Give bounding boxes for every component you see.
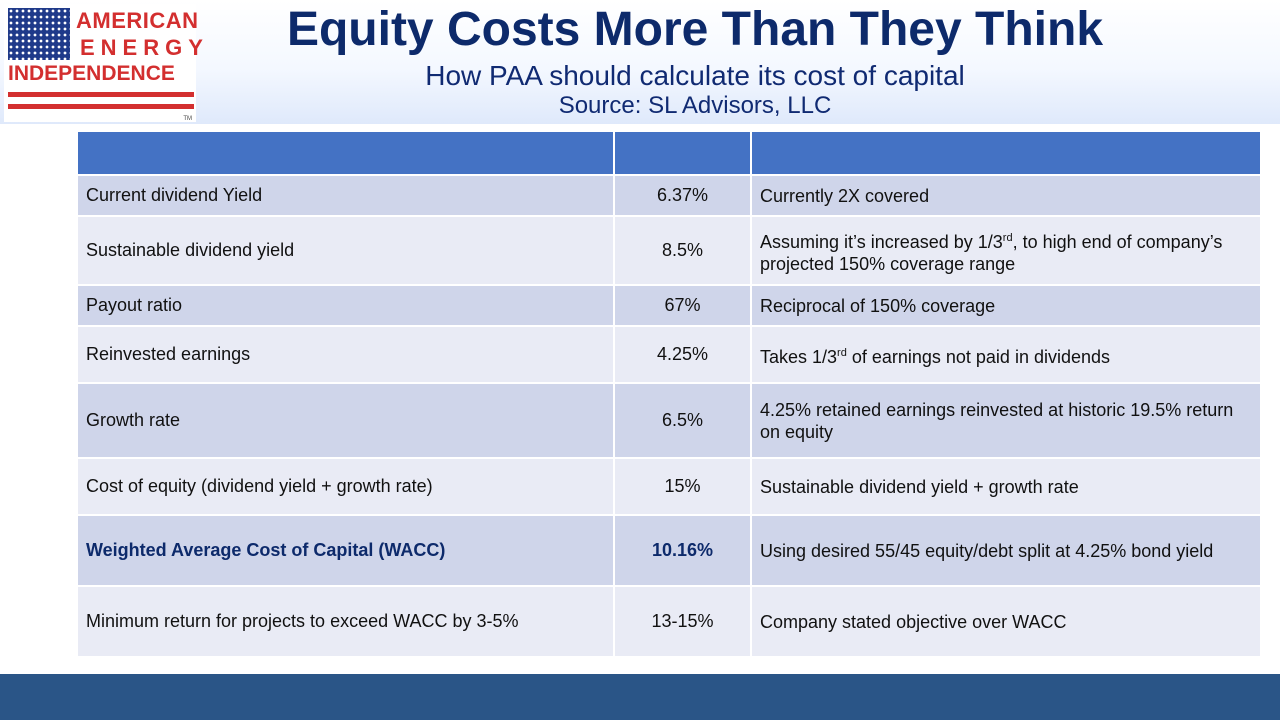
note-text: , to high end of company’s projected 150… bbox=[760, 231, 1223, 274]
row-value: 67% bbox=[613, 284, 752, 327]
header-cell-metric bbox=[76, 130, 615, 176]
logo-text-energy: ENERGY bbox=[80, 35, 209, 60]
logo-trademark: TM bbox=[183, 116, 192, 122]
table-row: Sustainable dividend yield 8.5% Assuming… bbox=[76, 215, 1262, 286]
footer-bar bbox=[0, 674, 1280, 720]
note-text: Takes 1/3 bbox=[760, 346, 838, 367]
note-superscript: rd bbox=[837, 346, 847, 359]
american-energy-independence-logo: AMERICAN ENERGY INDEPENDENCE TM bbox=[4, 4, 203, 122]
logo-text-independence: INDEPENDENCE bbox=[8, 62, 175, 85]
row-value: 6.37% bbox=[613, 174, 752, 217]
row-value: 15% bbox=[613, 457, 752, 516]
row-value: 6.5% bbox=[613, 382, 752, 459]
header-cell-note bbox=[750, 130, 1262, 176]
logo-stripe bbox=[8, 104, 194, 109]
row-value: 13-15% bbox=[613, 585, 752, 658]
row-note: Sustainable dividend yield + growth rate bbox=[750, 457, 1262, 516]
row-note: Reciprocal of 150% coverage bbox=[750, 284, 1262, 327]
slide-title: Equity Costs More Than They Think bbox=[286, 3, 1104, 56]
header-band bbox=[0, 0, 1280, 124]
row-metric: Sustainable dividend yield bbox=[76, 215, 615, 286]
table-row: Current dividend Yield 6.37% Currently 2… bbox=[76, 174, 1262, 217]
table-header-row bbox=[76, 130, 1262, 176]
row-note: 4.25% retained earnings reinvested at hi… bbox=[750, 382, 1262, 459]
logo-text-american: AMERICAN bbox=[76, 8, 199, 33]
slide-source: Source: SL Advisors, LLC bbox=[558, 92, 832, 119]
row-metric: Current dividend Yield bbox=[76, 174, 615, 217]
row-metric: Cost of equity (dividend yield + growth … bbox=[76, 457, 615, 516]
row-value: 8.5% bbox=[613, 215, 752, 286]
row-note: Using desired 55/45 equity/debt split at… bbox=[750, 514, 1262, 587]
note-text: Assuming it’s increased by 1/3 bbox=[760, 231, 1003, 252]
table-row: Payout ratio 67% Reciprocal of 150% cove… bbox=[76, 284, 1262, 327]
note-text: of earnings not paid in dividends bbox=[846, 346, 1111, 367]
flag-icon bbox=[8, 8, 70, 60]
row-metric: Minimum return for projects to exceed WA… bbox=[76, 585, 615, 658]
table-row: Minimum return for projects to exceed WA… bbox=[76, 585, 1262, 658]
table-row-wacc: Weighted Average Cost of Capital (WACC) … bbox=[76, 514, 1262, 587]
row-metric: Payout ratio bbox=[76, 284, 615, 327]
row-note: Assuming it’s increased by 1/3rd, to hig… bbox=[750, 215, 1262, 286]
row-value: 4.25% bbox=[613, 325, 752, 384]
row-metric: Weighted Average Cost of Capital (WACC) bbox=[76, 514, 615, 587]
note-superscript: rd bbox=[1002, 231, 1013, 244]
table-row: Reinvested earnings 4.25% Takes 1/3rd of… bbox=[76, 325, 1262, 384]
row-note: Currently 2X covered bbox=[750, 174, 1262, 217]
slide-subtitle: How PAA should calculate its cost of cap… bbox=[425, 60, 965, 91]
row-value: 10.16% bbox=[613, 514, 752, 587]
logo-stripe bbox=[8, 92, 194, 97]
table-row: Growth rate 6.5% 4.25% retained earnings… bbox=[76, 382, 1262, 459]
cost-of-capital-table: Current dividend Yield 6.37% Currently 2… bbox=[76, 130, 1262, 658]
header-cell-value bbox=[613, 130, 752, 176]
row-metric: Reinvested earnings bbox=[76, 325, 615, 384]
row-note: Company stated objective over WACC bbox=[750, 585, 1262, 658]
row-metric: Growth rate bbox=[76, 382, 615, 459]
row-note: Takes 1/3rd of earnings not paid in divi… bbox=[750, 325, 1262, 384]
table-row: Cost of equity (dividend yield + growth … bbox=[76, 457, 1262, 516]
